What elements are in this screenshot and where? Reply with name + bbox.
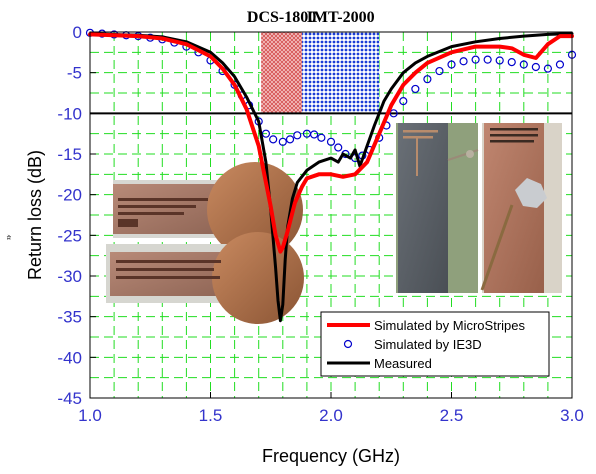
- y-tick-label: -5: [67, 64, 82, 83]
- data-point: [423, 75, 432, 84]
- series-line-simulated-by-microstripes: [88, 32, 574, 254]
- antenna-photo-coin-bottom: [106, 232, 304, 324]
- y-axis-label: Return loss (dB): [25, 150, 45, 280]
- x-tick-label: 2.0: [319, 406, 343, 425]
- data-point: [531, 62, 540, 72]
- antenna-photo-copper-board: [480, 123, 562, 293]
- series-line-measured: [88, 32, 574, 323]
- data-point: [278, 137, 287, 146]
- data-point: [543, 64, 553, 73]
- data-point: [483, 55, 492, 64]
- x-axis-label: Frequency (GHz): [262, 446, 400, 466]
- antenna-photo-grey-board: [396, 123, 479, 293]
- legend: Simulated by MicroStripes Simulated by I…: [320, 311, 550, 377]
- data-point: [326, 137, 336, 146]
- data-point: [447, 60, 456, 69]
- band-label: DCS-1800: [247, 9, 316, 26]
- data-point: [507, 57, 516, 67]
- y-tick-label: -20: [57, 186, 82, 205]
- band-dcs-1800: [261, 32, 303, 114]
- axis-ticks: 1.0 1.5 2.0 2.5 3.0 0 -5 -10 -15 -20 -25 -30 -35 -40 -…: [57, 23, 583, 425]
- y-tick-label: 0: [73, 23, 82, 42]
- y-tick-label: -35: [57, 308, 82, 327]
- data-point: [471, 55, 480, 64]
- y-tick-label: -45: [57, 389, 82, 408]
- x-tick-label: 2.5: [440, 406, 464, 425]
- data-point: [519, 60, 528, 69]
- data-point: [411, 84, 420, 94]
- data-point: [495, 56, 504, 65]
- x-tick-label: 1.5: [199, 406, 223, 425]
- legend-label-measured: Measured: [374, 356, 432, 371]
- y-tick-label: -25: [57, 226, 82, 245]
- stray-ylabel-mark: ਜੋ: [6, 234, 12, 242]
- data-point: [399, 97, 408, 106]
- data-point: [334, 143, 343, 152]
- antenna-photo-coin-top: [113, 162, 303, 258]
- y-tick-label: -40: [57, 348, 82, 367]
- data-point: [293, 131, 302, 140]
- data-point: [310, 130, 319, 139]
- legend-box: [320, 311, 550, 377]
- data-series: [85, 28, 577, 323]
- data-point: [317, 133, 326, 142]
- y-tick-label: -15: [57, 145, 82, 164]
- legend-label-microstripes: Simulated by MicroStripes: [374, 318, 525, 333]
- data-point: [435, 66, 444, 76]
- x-tick-label: 1.0: [78, 406, 102, 425]
- data-point: [269, 135, 278, 144]
- data-point: [459, 57, 468, 66]
- band-imt-2000: [302, 32, 380, 114]
- y-tick-label: -10: [57, 104, 82, 123]
- legend-label-ie3d: Simulated by IE3D: [374, 337, 482, 352]
- data-point: [555, 60, 565, 69]
- legend-swatch-ie3d: [343, 339, 353, 349]
- band-label: IMT-2000: [307, 9, 375, 26]
- x-tick-label: 3.0: [560, 406, 584, 425]
- y-tick-label: -30: [57, 267, 82, 286]
- data-point: [285, 135, 295, 144]
- data-point: [389, 109, 398, 118]
- data-point: [261, 129, 271, 138]
